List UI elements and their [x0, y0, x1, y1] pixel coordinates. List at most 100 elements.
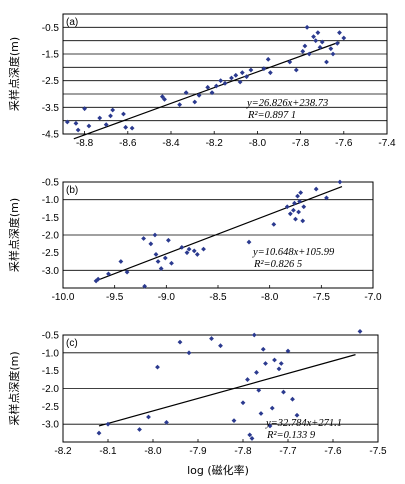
x-tick-label: -7.8 [234, 446, 252, 457]
data-point [267, 70, 273, 76]
data-point [183, 90, 189, 96]
y-tick-label: -0.5 [42, 23, 60, 34]
data-point [155, 259, 161, 264]
data-point [313, 186, 319, 192]
data-point [293, 216, 298, 222]
data-point [263, 361, 268, 366]
regression-line [73, 41, 340, 140]
y-tick-label: -2.5 [42, 402, 60, 413]
y-tick-label: -3.0 [42, 420, 60, 431]
data-point [254, 370, 259, 375]
x-tick-label: -7.7 [279, 446, 297, 457]
x-tick-label: -7.5 [369, 446, 387, 457]
data-point [324, 195, 329, 201]
data-point [82, 106, 87, 112]
data-point [337, 179, 343, 185]
data-point [302, 43, 308, 49]
data-point [186, 246, 192, 252]
y-tick-label: -3.0 [42, 266, 60, 277]
x-tick-label: -8.0 [144, 446, 162, 457]
panel-label: (b) [66, 185, 78, 196]
y-tick-label: -4.5 [42, 130, 60, 141]
panel-c: -0.5 -1.0 -1.5 -2.0 -2.5 -3.0 -8.2 -8.1 -8.0 -7.9… [7, 329, 387, 457]
data-point [218, 78, 224, 84]
data-point [166, 237, 171, 243]
data-point [296, 209, 301, 215]
plot-frame [62, 334, 379, 443]
data-point [121, 111, 126, 117]
data-point [287, 59, 293, 65]
data-point [73, 120, 79, 126]
x-tick-label: -10.0 [52, 292, 75, 303]
y-tick-label: -3.5 [42, 103, 60, 114]
data-point [269, 405, 275, 411]
data-point [148, 241, 154, 247]
data-point [123, 124, 129, 130]
data-point [209, 90, 215, 96]
data-point [162, 255, 168, 261]
x-tick-label: -8.8 [76, 138, 94, 149]
x-tick-label: -8.4 [162, 138, 180, 149]
data-point [97, 115, 103, 121]
data-point [155, 364, 160, 370]
data-point [222, 80, 228, 86]
data-point [337, 30, 342, 36]
data-point [334, 40, 340, 46]
x-tick-label: -8.0 [249, 138, 267, 149]
data-point [330, 51, 336, 57]
y-tick-label: -0.5 [42, 331, 60, 342]
y-axis-label: 采样点深度(m) [7, 198, 21, 272]
data-point [239, 70, 245, 76]
data-point [164, 419, 169, 425]
data-point [162, 96, 167, 102]
data-point [341, 35, 347, 41]
data-point [95, 276, 101, 282]
data-point [272, 357, 277, 363]
panel-a: -0.5 -1.5 -2.5 -3.5 -4.5 -8.8 -8.6 -8.4 -8.2 -8.0… [7, 13, 396, 149]
x-tick-label: -7.6 [324, 446, 342, 457]
data-point [245, 377, 250, 382]
r-squared-label: R²=0.133 9 [266, 430, 316, 441]
panel-b: -0.5 -1.0 -1.5 -2.0 -2.5 -3.0 -10.0 -9.5 -9.0 -8.… [7, 178, 382, 304]
data-point [244, 74, 249, 80]
x-tick-label: -7.4 [378, 138, 396, 149]
data-point [256, 387, 262, 393]
data-point [141, 236, 146, 241]
r-squared-label: R²=0.826 5 [253, 259, 302, 270]
data-point [237, 79, 243, 85]
x-tick-label: -9.5 [106, 292, 124, 303]
data-point [64, 119, 70, 125]
panel-label: (c) [66, 338, 78, 349]
x-tick-label: -8.5 [209, 292, 227, 303]
data-point [96, 430, 102, 436]
data-point [124, 269, 130, 275]
data-point [233, 72, 239, 78]
panel-label: (a) [66, 17, 78, 28]
data-point [278, 361, 284, 366]
y-tick-label: -2.0 [42, 231, 60, 242]
data-point [298, 190, 304, 195]
data-point [317, 44, 323, 50]
x-tick-label: -8.2 [54, 446, 72, 457]
x-tick-label: -8.2 [206, 138, 224, 149]
y-tick-label: -2.5 [42, 76, 60, 87]
y-axis-label: 采样点深度(m) [7, 37, 21, 111]
data-point [103, 122, 109, 128]
data-point [137, 427, 142, 432]
equation-label: y=10.648x+105.99 [252, 247, 335, 258]
data-point [313, 38, 319, 44]
data-point [86, 123, 92, 129]
data-point [248, 67, 254, 73]
data-point [218, 343, 223, 349]
data-point [118, 259, 124, 264]
data-point [271, 222, 277, 227]
regression-line [98, 186, 343, 281]
data-point [306, 51, 312, 57]
data-point [186, 350, 192, 356]
plot-frame [62, 13, 388, 135]
data-point [300, 48, 306, 54]
data-point [105, 421, 111, 427]
data-point [301, 204, 307, 210]
y-tick-label: -2.0 [42, 384, 60, 395]
